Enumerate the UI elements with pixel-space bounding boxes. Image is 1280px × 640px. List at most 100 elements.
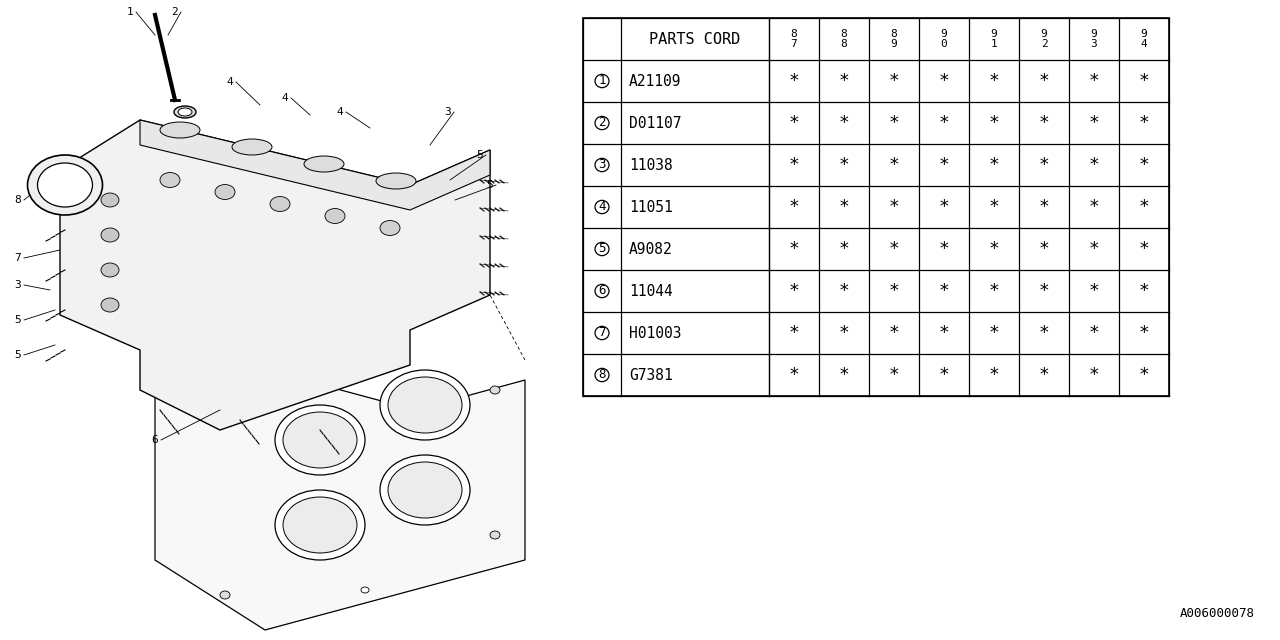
Text: *: * [788,282,800,300]
Text: D01107: D01107 [628,115,681,131]
Ellipse shape [101,228,119,242]
Ellipse shape [490,531,500,539]
Text: 4: 4 [598,200,605,214]
Text: 5: 5 [486,180,493,190]
Text: *: * [788,114,800,132]
Ellipse shape [305,156,344,172]
Text: 7: 7 [14,253,22,263]
Text: 7: 7 [598,326,605,339]
Text: *: * [888,324,900,342]
Text: *: * [938,366,950,384]
Polygon shape [140,120,490,210]
Text: *: * [988,324,1000,342]
Ellipse shape [215,184,236,200]
Text: *: * [1088,324,1100,342]
Text: *: * [988,366,1000,384]
Text: *: * [988,240,1000,258]
Text: *: * [838,324,850,342]
Text: *: * [838,282,850,300]
Text: *: * [838,240,850,258]
Text: 5: 5 [598,243,605,255]
Text: 8: 8 [14,195,22,205]
Text: 3: 3 [14,280,22,290]
Text: *: * [838,72,850,90]
Text: *: * [838,114,850,132]
Text: 1: 1 [127,7,133,17]
Ellipse shape [388,377,462,433]
Polygon shape [155,340,525,630]
Text: A21109: A21109 [628,74,681,88]
Text: 8
7: 8 7 [791,29,797,49]
Text: 9
0: 9 0 [941,29,947,49]
Text: PARTS CORD: PARTS CORD [649,31,741,47]
Text: G7381: G7381 [628,367,673,383]
Text: 11051: 11051 [628,200,673,214]
Text: 4: 4 [282,93,288,103]
Text: *: * [888,240,900,258]
Text: *: * [988,114,1000,132]
Text: 5: 5 [14,350,22,360]
Text: *: * [1139,114,1149,132]
Text: *: * [788,240,800,258]
Text: *: * [1088,240,1100,258]
Text: *: * [788,324,800,342]
Text: *: * [838,366,850,384]
Text: *: * [1038,324,1050,342]
Text: 3: 3 [444,107,452,117]
Ellipse shape [595,116,609,130]
Text: *: * [1088,114,1100,132]
Text: *: * [938,198,950,216]
Text: A006000078: A006000078 [1180,607,1254,620]
Text: *: * [1038,240,1050,258]
Ellipse shape [232,139,273,155]
Ellipse shape [283,497,357,553]
Polygon shape [60,120,490,430]
Text: *: * [888,198,900,216]
Text: *: * [938,114,950,132]
Text: *: * [938,240,950,258]
Ellipse shape [37,163,92,207]
Text: *: * [1139,198,1149,216]
Text: *: * [1139,324,1149,342]
Ellipse shape [325,209,346,223]
Text: *: * [888,366,900,384]
Ellipse shape [361,587,369,593]
Text: *: * [1088,198,1100,216]
Text: *: * [1038,72,1050,90]
Text: *: * [788,198,800,216]
Text: A9082: A9082 [628,241,673,257]
Ellipse shape [595,369,609,381]
Text: *: * [1088,72,1100,90]
Text: *: * [888,72,900,90]
Text: *: * [1038,198,1050,216]
Ellipse shape [380,221,399,236]
Text: 11038: 11038 [628,157,673,173]
Text: *: * [1088,366,1100,384]
Text: *: * [888,282,900,300]
Ellipse shape [178,108,192,116]
Text: 5: 5 [14,315,22,325]
Ellipse shape [275,490,365,560]
Text: 1: 1 [598,74,605,88]
Text: *: * [888,156,900,174]
Ellipse shape [27,155,102,215]
Text: *: * [788,366,800,384]
Text: 2: 2 [172,7,178,17]
Text: 8: 8 [598,369,605,381]
Text: *: * [938,324,950,342]
Ellipse shape [283,412,357,468]
Text: 6: 6 [598,285,605,298]
Text: 8
8: 8 8 [841,29,847,49]
Text: 5: 5 [476,150,484,160]
Text: *: * [1139,72,1149,90]
Text: *: * [938,72,950,90]
Text: *: * [1038,366,1050,384]
Text: *: * [988,198,1000,216]
Text: *: * [1139,366,1149,384]
Ellipse shape [174,106,196,118]
Ellipse shape [595,243,609,255]
Ellipse shape [595,284,609,298]
Text: *: * [1139,282,1149,300]
Text: *: * [938,282,950,300]
Text: *: * [1088,156,1100,174]
